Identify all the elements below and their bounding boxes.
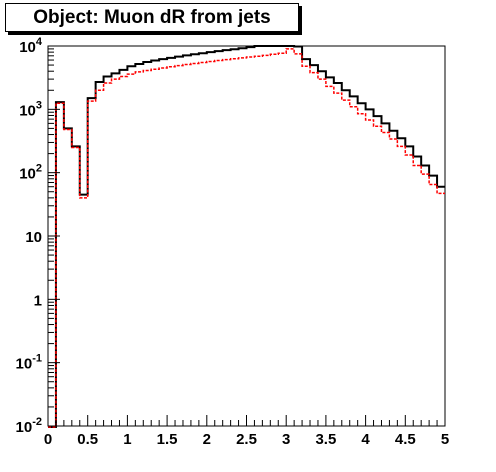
x-tick-label: 4.5 xyxy=(395,431,416,448)
chart-title-box: Object: Muon dR from jets xyxy=(5,3,299,32)
x-tick-label: 0.5 xyxy=(77,431,98,448)
y-tick-label: 10 xyxy=(25,229,42,246)
x-tick-label: 3 xyxy=(282,431,290,448)
x-tick-label: 1 xyxy=(123,431,131,448)
y-tick-label: 10-2 xyxy=(16,416,42,436)
histogram-series-2 xyxy=(48,48,445,428)
x-tick-label: 1.5 xyxy=(157,431,178,448)
x-tick-label: 0 xyxy=(44,431,52,448)
histogram-series-1 xyxy=(48,45,445,428)
y-tick-label: 10-1 xyxy=(16,353,42,373)
y-tick-label: 103 xyxy=(19,99,42,119)
y-tick-label: 1 xyxy=(34,292,42,309)
x-tick-label: 3.5 xyxy=(315,431,336,448)
x-tick-label: 2.5 xyxy=(236,431,257,448)
x-tick-label: 5 xyxy=(441,431,449,448)
x-tick-label: 2 xyxy=(203,431,211,448)
y-tick-label: 104 xyxy=(19,36,43,56)
x-tick-label: 4 xyxy=(361,431,370,448)
plot-frame xyxy=(47,45,446,427)
y-tick-label: 102 xyxy=(19,163,42,183)
chart-title: Object: Muon dR from jets xyxy=(33,7,271,28)
